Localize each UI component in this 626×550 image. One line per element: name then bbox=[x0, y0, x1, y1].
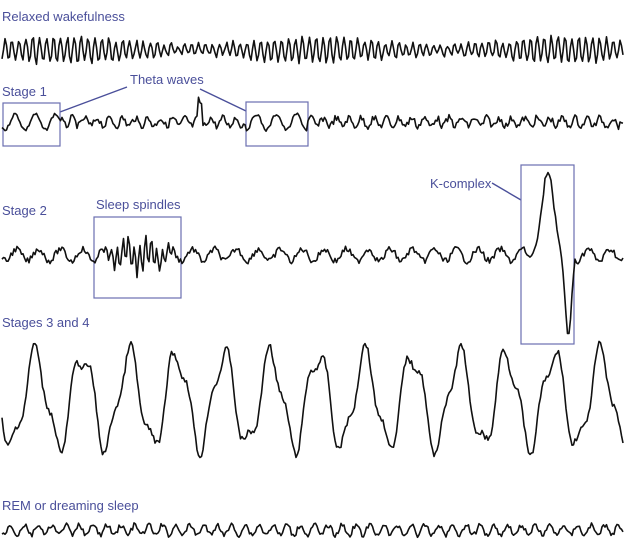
label-rem: REM or dreaming sleep bbox=[2, 498, 139, 513]
theta-pointer-left bbox=[59, 86, 128, 113]
theta-pointer-right bbox=[199, 88, 247, 112]
label-theta-waves: Theta waves bbox=[130, 72, 204, 87]
theta-box-left bbox=[2, 102, 61, 147]
k-complex-box bbox=[520, 164, 575, 345]
theta-box-right bbox=[245, 101, 309, 147]
sleep-spindles-box bbox=[93, 216, 182, 299]
label-stage-1: Stage 1 bbox=[2, 84, 47, 99]
label-relaxed-wakefulness: Relaxed wakefulness bbox=[2, 9, 125, 24]
wave-relaxed-wakefulness bbox=[1, 34, 624, 66]
label-sleep-spindles: Sleep spindles bbox=[96, 197, 181, 212]
k-complex-pointer bbox=[491, 182, 522, 201]
wave-stage-1 bbox=[1, 96, 624, 132]
label-stages-3-4: Stages 3 and 4 bbox=[2, 315, 89, 330]
wave-rem bbox=[1, 522, 624, 539]
wave-stage-2 bbox=[1, 171, 624, 335]
label-k-complex: K-complex bbox=[430, 176, 492, 191]
label-stage-2: Stage 2 bbox=[2, 203, 47, 218]
wave-stages-3-4 bbox=[1, 340, 624, 459]
